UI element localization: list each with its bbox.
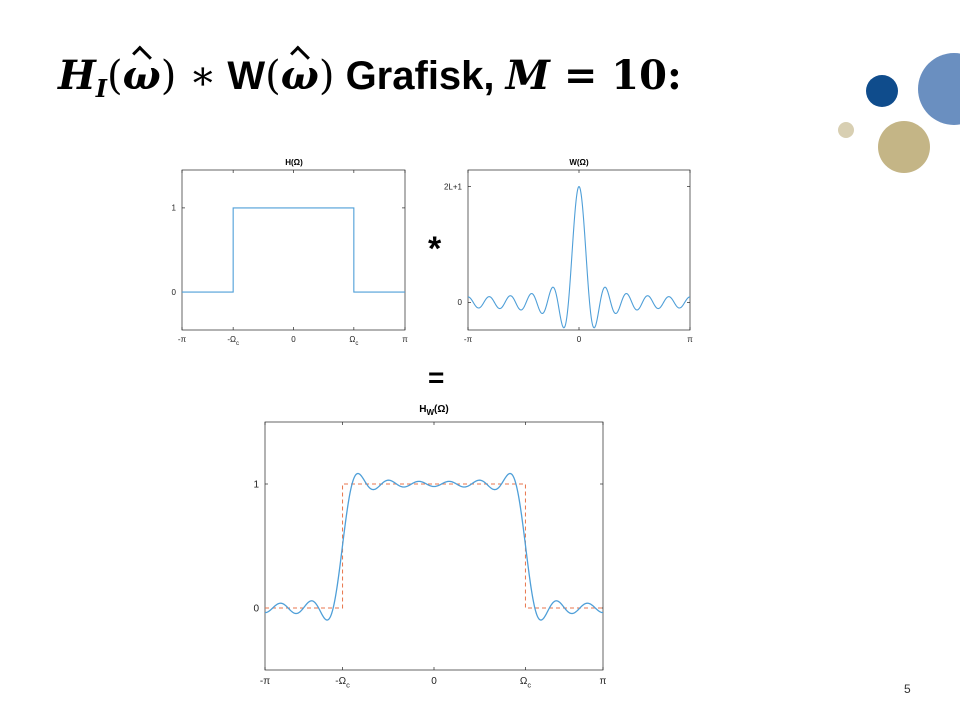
slide-title: H I(ω) ∗ W(ω) Grafisk, M = 10: xyxy=(58,52,682,103)
title-subscript: I xyxy=(95,74,108,103)
chart-W: W(Ω) -π 0 π 0 2L+1 xyxy=(444,158,693,344)
x-tick-label: 0 xyxy=(577,335,582,344)
chart-H-title: H(Ω) xyxy=(285,158,303,167)
x-tick-label: -Ωc xyxy=(227,335,239,347)
chart-HW-title: HW(Ω) xyxy=(419,404,448,417)
plot-frame xyxy=(264,421,604,671)
convolution-symbol: * xyxy=(428,230,442,268)
chart-H: H(Ω) -π -Ωc 0 Ωc π 0 1 xyxy=(172,158,409,347)
y-tick-label: 0 xyxy=(253,604,259,615)
y-tick-label: 0 xyxy=(458,298,463,307)
x-tick-label: -π xyxy=(260,676,270,687)
x-tick-label: 0 xyxy=(431,676,437,687)
series-H-ideal xyxy=(182,207,405,293)
series-W-kernel xyxy=(467,185,691,329)
series-HW-windowed xyxy=(264,472,604,621)
x-tick-label: Ωc xyxy=(349,335,358,347)
y-tick-label: 1 xyxy=(172,204,177,213)
x-tick-label: π xyxy=(600,676,607,687)
title-text: Grafisk, xyxy=(334,54,506,98)
equals-symbol: = xyxy=(428,362,445,393)
chart-W-title: W(Ω) xyxy=(569,158,589,167)
title-conv-operator: ∗ xyxy=(189,53,217,99)
y-tick-label: 2L+1 xyxy=(444,182,463,191)
x-tick-label: -Ωc xyxy=(335,676,350,690)
title-W: W xyxy=(227,54,266,98)
decorative-circle-dark-blue xyxy=(866,75,898,107)
x-tick-label: π xyxy=(687,335,693,344)
title-equals-ten: = 10: xyxy=(549,52,682,99)
decorative-circle-small-tan xyxy=(838,122,854,138)
y-tick-label: 0 xyxy=(172,288,177,297)
page-number: 5 xyxy=(904,682,911,696)
y-tick-label: 1 xyxy=(253,480,259,491)
title-omega-hat-1: ω xyxy=(122,52,161,99)
decorative-circle-tan xyxy=(878,121,930,173)
x-tick-label: 0 xyxy=(291,335,296,344)
plot-frame xyxy=(181,169,406,331)
series-ideal-dashed xyxy=(265,483,603,609)
chart-HW: HW(Ω) -π -Ωc 0 Ωc π 0 1 xyxy=(253,404,607,690)
title-omega-hat-2: ω xyxy=(280,52,319,99)
decorative-circle-light-blue xyxy=(918,53,960,125)
x-tick-label: π xyxy=(402,335,408,344)
title-M: M xyxy=(505,52,550,99)
x-tick-label: Ωc xyxy=(520,676,531,690)
title-H: H xyxy=(58,52,96,99)
x-tick-label: -π xyxy=(178,335,187,344)
x-tick-label: -π xyxy=(464,335,473,344)
plot-frame xyxy=(467,169,691,331)
